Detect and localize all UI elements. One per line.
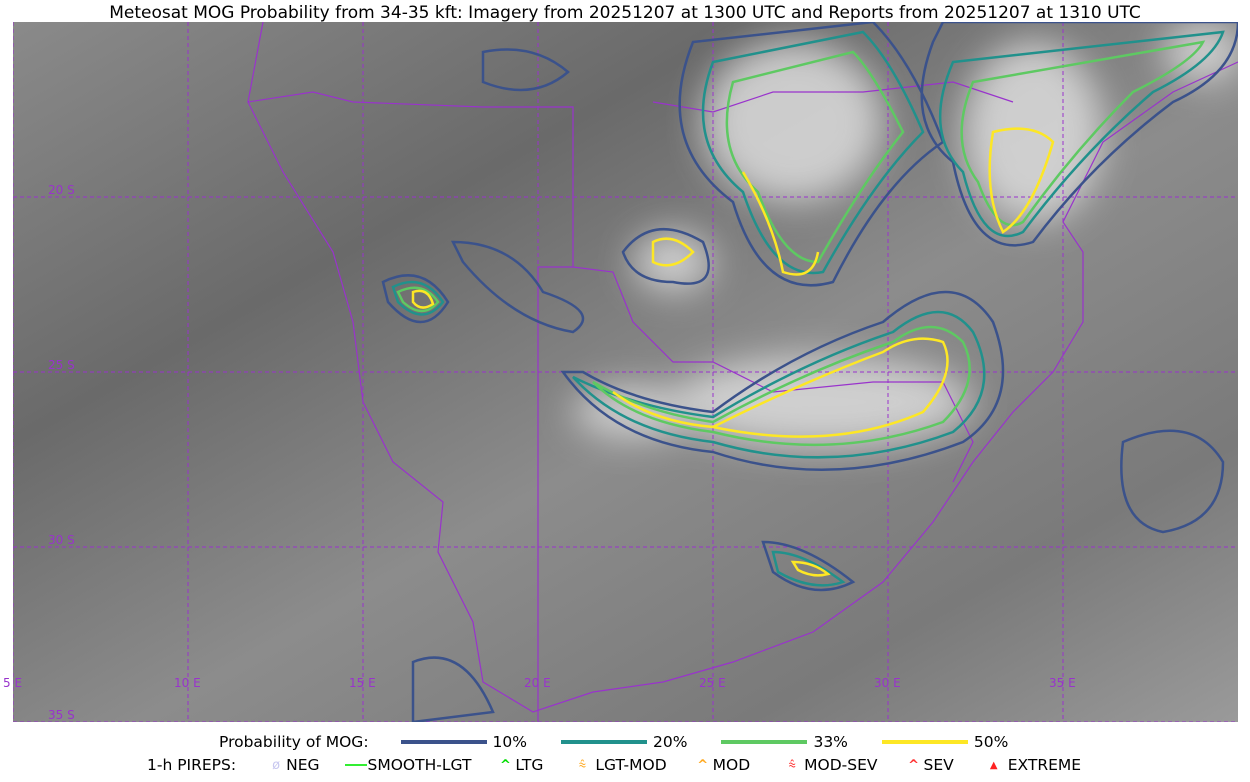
pirep-item-label: LTG [515,756,544,774]
satellite-map [13,22,1238,722]
pirep-item-mod: ^ MOD [693,756,751,774]
pirep-item-neg: ø NEG [266,756,319,774]
legend-item-label: 50% [973,733,1009,751]
pirep-item-lgt-mod: ⩯ LGT-MOD [569,756,667,774]
grid-lines [13,22,1238,722]
pirep-item-label: NEG [286,756,320,774]
lon-label: 10 E [174,676,201,690]
legend-item-10: 10% [400,733,527,751]
pirep-item-label: SEV [923,756,954,774]
line-swatch-icon [881,740,968,744]
line-icon [344,758,368,773]
pirep-item-label: EXTREME [1007,756,1082,774]
legend-item-label: 33% [813,733,848,751]
pirep-item-label: MOD-SEV [804,756,878,774]
mog-contours [381,22,1238,722]
chart-title: Meteosat MOG Probability from 34-35 kft:… [109,3,1141,23]
lon-label: 20 E [524,676,551,690]
pirep-legend-label: 1-h PIREPS: [147,756,237,774]
lon-label: 15 E [349,676,376,690]
double-caret-icon: ^ [908,757,919,773]
pirep-item-smooth-lgt: SMOOTH-LGT [344,756,472,774]
pirep-item-label: MOD [712,756,751,774]
lon-labels: 5 E 10 E 15 E 20 E 25 E 30 E 35 E [0,676,1250,694]
legend-item-33: 33% [721,733,848,751]
pirep-item-label: SMOOTH-LGT [367,756,472,774]
lon-label: 30 E [874,676,901,690]
pirep-item-ltg: ^ LTG [495,756,543,774]
legend-item-label: 10% [492,733,527,751]
legend-item-20: 20% [561,733,687,751]
lon-label: 35 E [1049,676,1076,690]
lat-label: 25 S [48,358,75,372]
caret-bar-icon: ⩯ [578,757,587,773]
lat-label: 20 S [48,183,75,197]
lat-label: 30 S [48,533,75,547]
legend-item-50: 50% [881,733,1009,751]
legend-item-label: 20% [653,733,688,751]
pirep-item-mod-sev: ⩯ MOD-SEV [780,756,877,774]
probability-legend: Probability of MOG: 10% 20% 33% 50% [0,733,1250,751]
line-swatch-icon [400,740,487,744]
pirep-legend: 1-h PIREPS: ø NEG SMOOTH-LGT ^ LTG ⩯ LGT-MO… [0,756,1250,774]
line-swatch-icon [721,740,808,744]
probability-legend-label: Probability of MOG: [219,733,369,751]
pirep-item-label: LGT-MOD [595,756,667,774]
caret-icon: ^ [499,757,511,773]
neg-circle-slash-icon: ø [272,757,281,773]
pirep-item-sev: ^ SEV [904,756,954,774]
pirep-item-extreme: ▲ EXTREME [980,756,1081,774]
double-caret-bar-icon: ⩯ [788,757,796,773]
filled-triangle-icon: ▲ [989,759,998,771]
caret-icon: ^ [697,757,709,773]
lon-label: 5 E [3,676,23,690]
lat-label: 35 S [48,708,75,722]
lon-label: 25 E [699,676,726,690]
line-swatch-icon [561,740,647,744]
